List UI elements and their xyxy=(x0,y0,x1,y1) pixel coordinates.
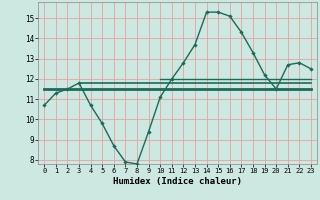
X-axis label: Humidex (Indice chaleur): Humidex (Indice chaleur) xyxy=(113,177,242,186)
